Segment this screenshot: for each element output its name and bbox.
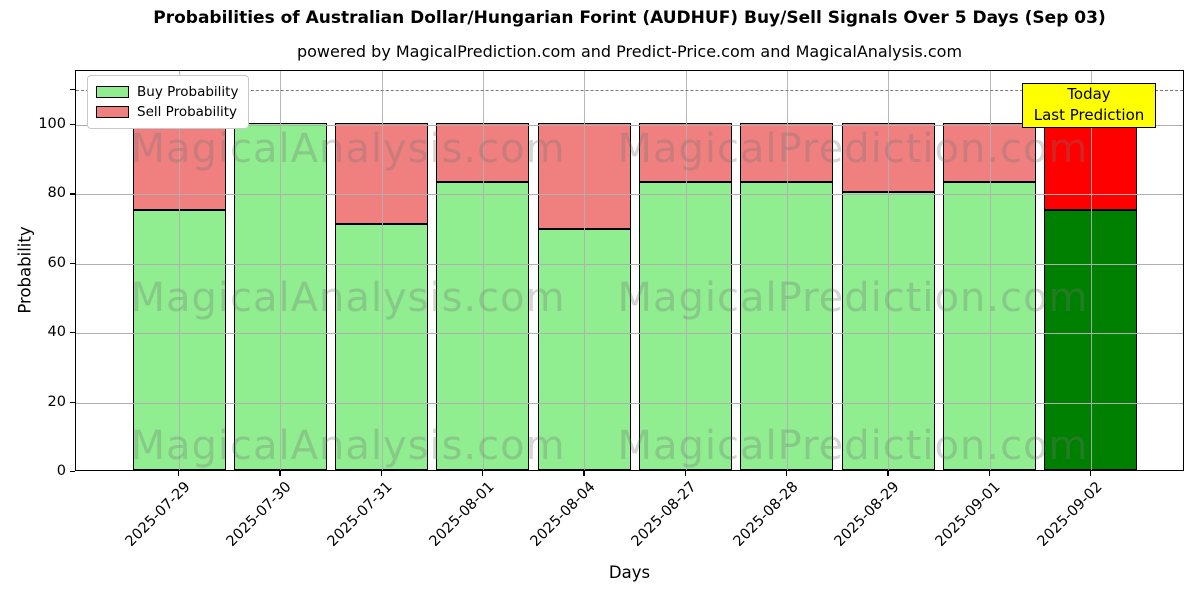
watermark-text: MagicalPrediction.com [617,126,1089,172]
vertical-gridline [381,71,383,470]
horizontal-gridline [76,333,1183,335]
chart-subtitle: powered by MagicalPrediction.com and Pre… [296,42,963,61]
vertical-gridline [685,71,687,470]
watermark-text: MagicalAnalysis.com [130,126,566,172]
vertical-gridline [482,71,484,470]
y-tick-label: 60 [47,254,66,271]
plot-area: MagicalAnalysis.com MagicalPrediction.com… [75,70,1184,471]
vertical-gridline [179,71,180,470]
x-tick-label: 2025-07-30 [223,479,295,550]
horizontal-gridline [76,194,1183,196]
y-tick-mark [70,332,75,334]
vertical-gridline [989,71,991,470]
y-tick-mark [70,193,75,195]
y-tick-mark [70,123,75,126]
x-tick-mark [785,471,788,476]
dashed-guide-line [76,90,1183,92]
y-tick-mark [70,89,75,91]
vertical-gridline [786,71,788,470]
legend-swatch-buy [96,86,129,98]
x-tick-label: 2025-08-04 [527,479,599,550]
x-tick-mark [481,471,484,476]
vertical-gridline [584,71,586,470]
y-tick-label: 80 [47,185,66,202]
x-tick-label: 2025-08-28 [730,479,802,550]
legend-label-sell: Sell Probability [137,104,238,120]
x-tick-label: 2025-07-31 [325,479,396,550]
x-tick-mark [887,471,889,476]
watermark-text: MagicalAnalysis.com [130,423,566,469]
vertical-gridline [1090,71,1092,470]
y-tick-label: 40 [47,324,66,341]
x-tick-mark [279,471,281,476]
y-tick-label: 100 [38,115,66,132]
x-tick-mark [988,471,990,476]
watermark-text: MagicalPrediction.com [617,275,1089,321]
vertical-gridline [280,71,282,470]
horizontal-gridline [76,263,1183,265]
today-annotation-box: Today Last Prediction [1022,83,1156,128]
vertical-gridline [888,71,890,470]
y-tick-mark [70,262,75,264]
legend: Buy Probability Sell Probability [87,75,250,129]
x-tick-label: 2025-09-01 [933,479,1004,550]
x-tick-mark [178,471,180,476]
x-tick-label: 2025-08-29 [831,479,903,550]
y-tick-label: 0 [56,463,66,479]
horizontal-gridline [76,402,1183,404]
legend-swatch-sell [96,106,129,118]
y-tick-mark [70,471,75,473]
x-tick-label: 2025-08-27 [629,479,700,550]
x-axis-label: Days [608,563,651,582]
x-tick-mark [1089,471,1092,476]
x-tick-label: 2025-07-29 [122,479,194,550]
today-annotation-line1: Today [1067,85,1111,103]
y-tick-label: 20 [47,393,66,410]
watermark-text: MagicalAnalysis.com [130,275,566,321]
x-tick-mark [684,471,686,476]
watermark-text: MagicalPrediction.com [617,423,1089,469]
horizontal-gridline [76,124,1183,126]
today-annotation-line2: Last Prediction [1033,105,1145,124]
x-tick-label: 2025-08-01 [426,479,498,550]
x-tick-mark [583,471,585,476]
y-tick-mark [70,401,75,403]
legend-item-sell: Sell Probability [96,102,238,122]
legend-label-buy: Buy Probability [137,84,239,100]
x-tick-label: 2025-09-02 [1034,479,1106,550]
x-tick-mark [380,471,382,476]
chart-title: Probabilities of Australian Dollar/Hunga… [153,8,1106,28]
legend-item-buy: Buy Probability [96,82,238,102]
